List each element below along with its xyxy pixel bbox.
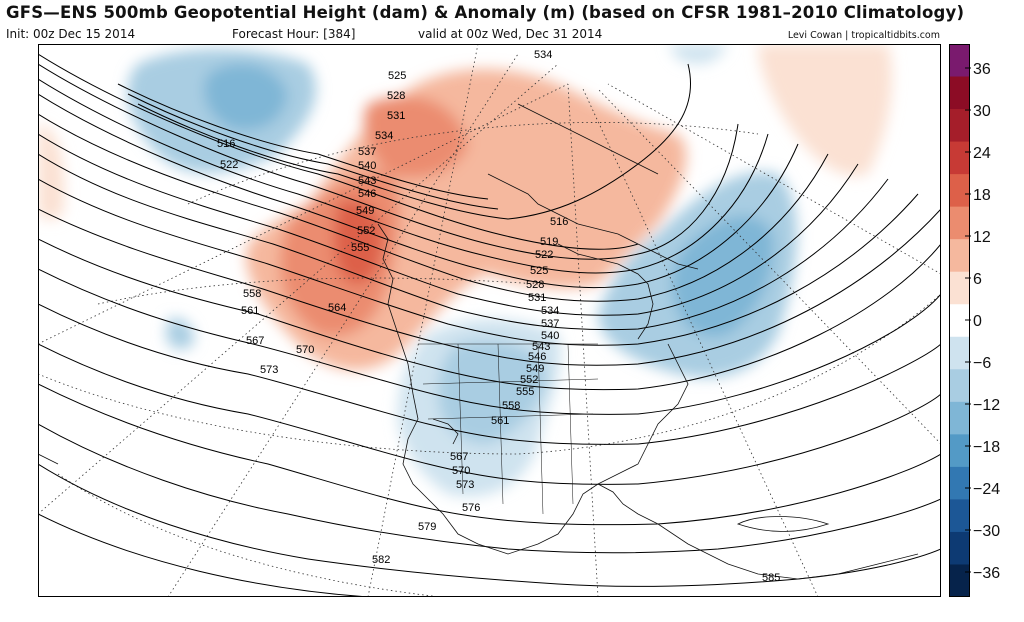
contour-label: 558 — [243, 288, 261, 300]
colorbar-label: 18 — [973, 187, 991, 204]
colorbar-swatch — [949, 499, 969, 533]
contour-label: 546 — [358, 188, 376, 200]
contour-label: 573 — [456, 479, 474, 491]
graticule — [38, 44, 941, 597]
contour-label: 543 — [358, 175, 376, 187]
colorbar-label: 0 — [973, 313, 982, 330]
anomaly-colorbar: 36 30 24 18 12 6 0 −6 −12 −18 −24 −30 −36 — [949, 44, 1000, 597]
contour-label: 519 — [540, 236, 558, 248]
contour-label: 570 — [296, 344, 314, 356]
contour-label: 525 — [530, 265, 548, 277]
colorbar-swatch — [949, 271, 969, 305]
contour-label: 543 — [532, 341, 550, 353]
colorbar-swatch — [949, 109, 969, 143]
colorbar-label: −30 — [973, 523, 1000, 540]
valid-time: valid at 00z Wed, Dec 31 2014 — [418, 27, 603, 41]
credit-text: Levi Cowan | tropicaltidbits.com — [787, 30, 940, 41]
contour-label: 549 — [526, 363, 544, 375]
contour-label: 561 — [491, 415, 509, 427]
colorbar-swatch — [949, 44, 969, 78]
colorbar-swatch — [949, 401, 969, 435]
colorbar-label: −18 — [973, 439, 1000, 456]
contour-label: 531 — [528, 292, 546, 304]
colorbar-swatch — [949, 174, 969, 208]
colorbar-label: 24 — [973, 145, 991, 162]
contour-label: 552 — [520, 374, 538, 386]
contour-label: 531 — [387, 110, 405, 122]
contour-label: 534 — [541, 305, 559, 317]
contour-label: 516 — [217, 138, 235, 150]
contour-label: 516 — [550, 216, 568, 228]
contour-label: 537 — [358, 146, 376, 158]
colorbar-label: −36 — [973, 565, 1000, 582]
contour-label: 579 — [418, 521, 436, 533]
contour-label: 582 — [372, 554, 390, 566]
contour-label: 525 — [388, 70, 406, 82]
contour-label: 549 — [356, 205, 374, 217]
anomaly-map: 516 522 525 528 531 534 537 540 543 546 … — [38, 44, 941, 597]
contour-label: 540 — [358, 160, 376, 172]
colorbar-label: 30 — [973, 103, 991, 120]
colorbar-swatch — [949, 141, 969, 175]
contour-label: 552 — [357, 225, 375, 237]
colorbar-swatch — [949, 369, 969, 403]
colorbar-label: −6 — [973, 355, 991, 372]
colorbar-swatch — [949, 76, 969, 110]
contour-label: 564 — [328, 302, 346, 314]
init-time: Init: 00z Dec 15 2014 — [6, 27, 136, 41]
colorbar-swatch — [949, 336, 969, 370]
contour-label: 567 — [450, 451, 468, 463]
colorbar-label: −24 — [973, 481, 1000, 498]
contour-label: 534 — [534, 49, 552, 61]
contour-label: 573 — [260, 364, 278, 376]
contour-label: 555 — [516, 386, 534, 398]
contour-labels: 516 522 525 528 531 534 537 540 543 546 … — [217, 49, 780, 584]
forecast-hour: Forecast Hour: [384] — [232, 27, 356, 41]
contour-label: 585 — [762, 572, 780, 584]
contour-label: 576 — [462, 502, 480, 514]
contour-label: 522 — [535, 249, 553, 261]
map-frame — [38, 44, 941, 597]
contour-label: 570 — [452, 465, 470, 477]
colorbar-swatch — [949, 531, 969, 565]
height-contours — [38, 53, 941, 597]
colorbar-swatch — [949, 564, 969, 597]
colorbar-swatch — [949, 239, 969, 273]
contour-label: 534 — [375, 130, 393, 142]
contour-label: 555 — [351, 242, 369, 254]
colorbar-swatch — [949, 304, 969, 338]
contour-label: 528 — [526, 279, 544, 291]
colorbar-swatch — [949, 206, 969, 240]
contour-label: 528 — [387, 90, 405, 102]
state-boundaries — [418, 343, 599, 515]
colorbar-swatch — [949, 434, 969, 468]
colorbar-label: −12 — [973, 397, 1000, 414]
contour-label: 561 — [241, 305, 259, 317]
colorbar-swatch — [949, 466, 969, 500]
colorbar-label: 6 — [973, 271, 982, 288]
contour-label: 558 — [502, 400, 520, 412]
contour-label: 540 — [541, 330, 559, 342]
contour-label: 522 — [220, 159, 238, 171]
contour-label: 537 — [541, 318, 559, 330]
map-title: GFS—ENS 500mb Geopotential Height (dam) … — [6, 3, 965, 22]
anomaly-shading — [38, 44, 892, 497]
contour-label: 546 — [528, 351, 546, 363]
svg-text:516: 516 — [217, 138, 235, 150]
colorbar-label: 12 — [973, 229, 991, 246]
coastlines — [38, 103, 919, 580]
contour-label: 567 — [246, 335, 264, 347]
colorbar-label: 36 — [973, 61, 991, 78]
